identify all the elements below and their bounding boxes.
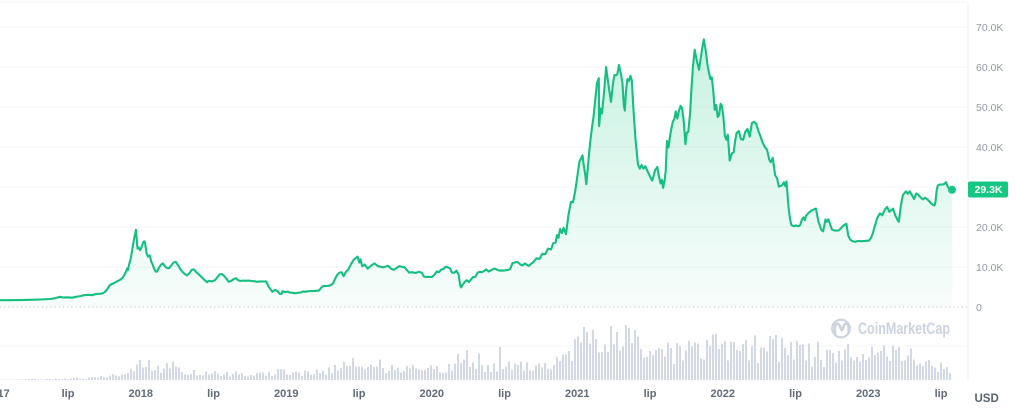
svg-text:2019: 2019: [274, 388, 298, 400]
svg-text:USD: USD: [975, 393, 999, 405]
svg-text:29.3K: 29.3K: [974, 184, 1002, 196]
svg-text:60.0K: 60.0K: [976, 62, 1003, 74]
svg-text:lip: lip: [935, 388, 948, 400]
svg-text:lip: lip: [498, 388, 511, 400]
svg-text:lip: lip: [62, 388, 75, 400]
svg-text:lip: lip: [207, 388, 220, 400]
svg-text:10.0K: 10.0K: [976, 262, 1003, 274]
svg-text:0: 0: [976, 302, 982, 314]
svg-text:2020: 2020: [420, 388, 444, 400]
svg-text:20.0K: 20.0K: [976, 222, 1003, 234]
svg-text:2017: 2017: [0, 388, 10, 400]
svg-text:40.0K: 40.0K: [976, 142, 1003, 154]
svg-text:lip: lip: [353, 388, 366, 400]
svg-text:2018: 2018: [129, 388, 153, 400]
svg-text:2023: 2023: [856, 388, 880, 400]
svg-text:70.0K: 70.0K: [976, 22, 1003, 34]
svg-text:50.0K: 50.0K: [976, 102, 1003, 114]
svg-text:2022: 2022: [711, 388, 735, 400]
svg-text:lip: lip: [789, 388, 802, 400]
svg-text:lip: lip: [644, 388, 657, 400]
svg-text:2021: 2021: [565, 388, 589, 400]
svg-text:CoinMarketCap: CoinMarketCap: [858, 320, 950, 338]
